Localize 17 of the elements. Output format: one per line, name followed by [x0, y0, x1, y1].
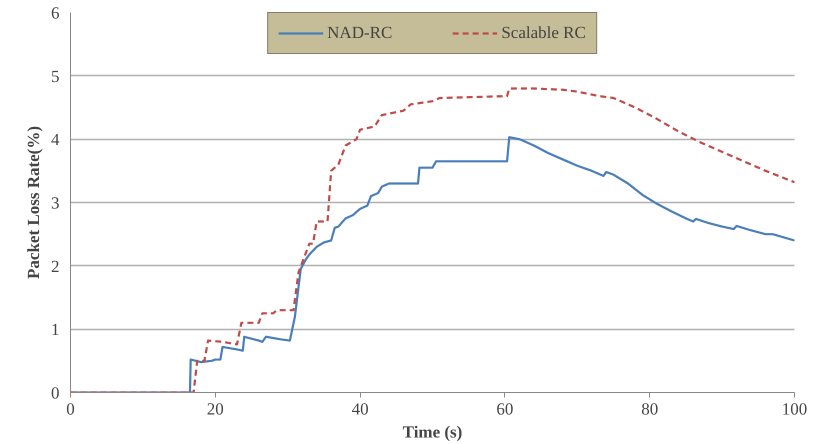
- x-tick-label: 20: [206, 400, 224, 418]
- y-tick-label: 1: [51, 320, 60, 340]
- y-tick-label: 3: [51, 194, 60, 212]
- y-tick-label: 2: [51, 256, 60, 276]
- y-tick-label: 4: [51, 130, 60, 150]
- y-tick-label: 0: [51, 384, 60, 402]
- x-tick-label: 80: [641, 400, 658, 418]
- y-axis-title: Packet Loss Rate(%): [24, 126, 43, 279]
- legend-label: NAD-RC: [327, 23, 392, 43]
- legend-label: Scalable RC: [501, 23, 586, 43]
- x-axis-title: Time (s): [402, 422, 462, 442]
- x-tick-label: 100: [782, 400, 808, 418]
- x-tick-label: 40: [352, 400, 369, 418]
- y-tick-label: 6: [51, 4, 60, 22]
- y-tick-label: 5: [51, 66, 60, 86]
- x-tick-label: 0: [66, 400, 75, 418]
- x-tick-label: 60: [496, 400, 514, 418]
